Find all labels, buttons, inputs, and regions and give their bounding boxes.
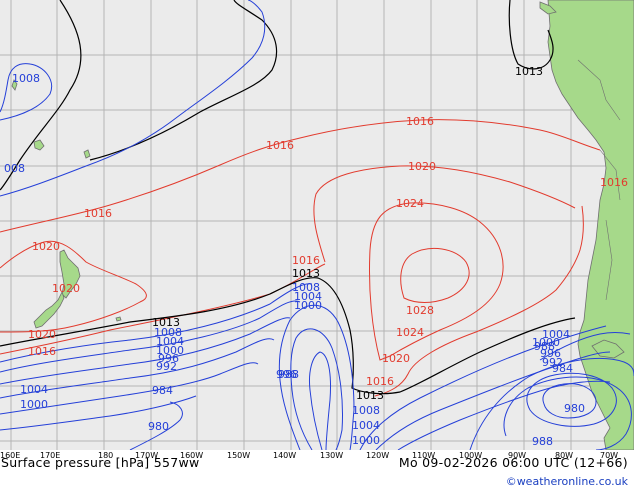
vanuatu-islands [11, 79, 18, 91]
isobar-label: 1016 [366, 375, 394, 388]
isobar-label: 1016 [266, 139, 294, 152]
pressure-map: 1016 1016 1016 1020 1020 1024 1028 1024 … [0, 0, 634, 451]
galapagos-islands [539, 1, 557, 15]
high-labels: 1016 1016 1016 1020 1020 1024 1028 1024 … [28, 115, 628, 388]
lon-label: 70W [600, 451, 619, 460]
isobar-label: 1004 [294, 290, 322, 303]
tonga-islands [83, 149, 91, 159]
standard-isobars [0, 0, 576, 395]
isobar-label: 996 [540, 347, 561, 360]
isobar-label: 996 [276, 368, 297, 381]
lon-label: 130W [320, 451, 344, 460]
lon-label: 170W [135, 451, 159, 460]
lon-label: 180 [98, 451, 114, 460]
lon-label: 150W [227, 451, 251, 460]
isobar-label: 1000 [352, 434, 380, 447]
isobar-label: 1016 [600, 176, 628, 189]
isobar-label: 1013 [515, 65, 543, 78]
isobar-label: 988 [532, 435, 553, 448]
isobar-label: 1000 [532, 336, 560, 349]
land-masses [11, 0, 634, 451]
isobar-label: 992 [542, 356, 563, 369]
forecast-datetime: Mo 09-02-2026 06:00 UTC (12+66) [398, 455, 628, 470]
isobar-label: 1000 [156, 344, 184, 357]
lon-label: 110W [412, 451, 436, 460]
standard-labels: 1013 1013 1013 1013 [152, 65, 543, 402]
map-title: Surface pressure [hPa] 557ww [1, 455, 200, 470]
isobar-label: 984 [552, 362, 573, 375]
new-zealand-north-island [59, 249, 81, 299]
isobar-label: 1008 [12, 72, 40, 85]
isobar-label: 1024 [396, 197, 424, 210]
isobar-label: 1000 [294, 299, 322, 312]
site-credit: ©weatheronline.co.uk [505, 475, 628, 488]
isobar-label: 992 [156, 360, 177, 373]
isobar-label: 980 [148, 420, 169, 433]
isobar-label: 1020 [32, 240, 60, 253]
isobar-label: 1020 [52, 282, 80, 295]
isobar-label: 1016 [28, 345, 56, 358]
isobar-label: 1000 [20, 398, 48, 411]
isobar-label: 1020 [382, 352, 410, 365]
new-zealand-south-island [33, 290, 65, 329]
lon-label: 160E [0, 451, 21, 460]
isobar-label: 1004 [352, 419, 380, 432]
lon-label: 160W [180, 451, 204, 460]
isobar-label: 1008 [154, 326, 182, 339]
high-pressure-isobars [0, 119, 601, 397]
isobar-label: 1016 [406, 115, 434, 128]
isobar-label: 1008 [352, 404, 380, 417]
lon-label: 120W [366, 451, 390, 460]
isobar-label: 980 [564, 402, 585, 415]
isobar-label: 1013 [356, 389, 384, 402]
lon-label: 170E [40, 451, 61, 460]
isobar-label: 984 [152, 384, 173, 397]
low-labels: 1008 008 1008 1004 1000 1008 1004 1000 9… [4, 72, 585, 448]
country-borders [577, 59, 621, 301]
fiji-islands [33, 139, 45, 151]
lon-label: 140W [273, 451, 297, 460]
isobar-label: 1028 [406, 304, 434, 317]
isobar-label: 1016 [292, 254, 320, 267]
isobar-label: 1016 [84, 207, 112, 220]
isobar-label: 1020 [408, 160, 436, 173]
map-footer: 160E 170E 180 170W 160W 150W 140W 130W 1… [0, 450, 634, 490]
ocean-area [0, 0, 634, 450]
isobar-label: 1013 [152, 316, 180, 329]
isobar-label: 1024 [396, 326, 424, 339]
lon-label: 90W [508, 451, 527, 460]
lon-label: 80W [555, 451, 574, 460]
isobar-label: 1004 [156, 335, 184, 348]
lon-label: 100W [459, 451, 483, 460]
isobar-label: 1004 [20, 383, 48, 396]
isobar-label: 988 [534, 340, 555, 353]
isobar-label: 1008 [292, 281, 320, 294]
isobar-label: 996 [158, 352, 179, 365]
isobar-label: 988 [278, 368, 299, 381]
isobar-label: 1004 [542, 328, 570, 341]
south-america-land [547, 0, 634, 451]
isobar-label: 1013 [292, 267, 320, 280]
isobar-label: 1020 [28, 328, 56, 341]
chatham-island [115, 316, 122, 322]
low-pressure-isobars [0, 0, 634, 451]
isobar-label: 008 [4, 162, 25, 175]
